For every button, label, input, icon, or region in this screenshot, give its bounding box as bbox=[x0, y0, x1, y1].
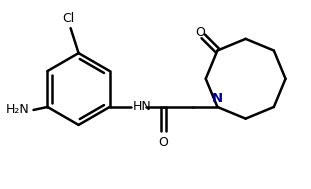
Text: N: N bbox=[212, 92, 223, 105]
Text: O: O bbox=[159, 136, 169, 149]
Text: O: O bbox=[195, 26, 205, 40]
Text: Cl: Cl bbox=[63, 12, 75, 25]
Text: HN: HN bbox=[132, 101, 151, 113]
Text: H₂N: H₂N bbox=[6, 103, 30, 116]
